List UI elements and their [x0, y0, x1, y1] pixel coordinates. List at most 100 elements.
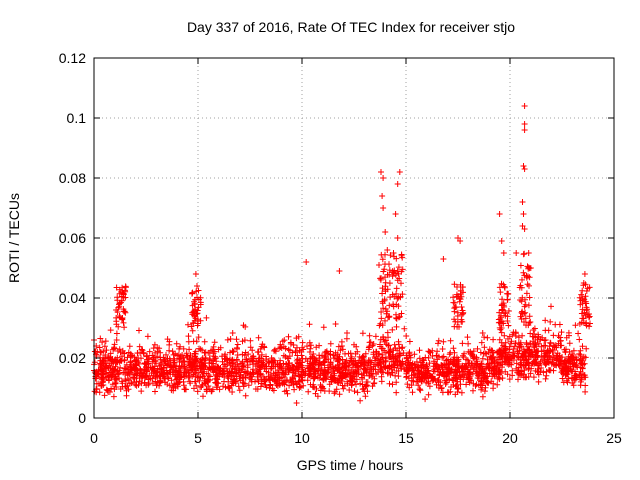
data-point: [396, 169, 403, 175]
data-point: [504, 318, 511, 324]
data-point: [192, 378, 199, 385]
data-point: [440, 373, 447, 380]
data-point: [96, 344, 103, 351]
data-point: [583, 345, 590, 352]
data-point: [190, 320, 196, 327]
data-point: [519, 310, 526, 317]
data-point: [192, 348, 199, 355]
data-point: [406, 338, 413, 345]
data-point: [365, 359, 372, 366]
data-point: [91, 348, 98, 355]
data-point: [393, 389, 400, 396]
data-point: [160, 369, 167, 376]
data-point: [126, 343, 133, 350]
data-point: [372, 355, 379, 362]
data-point: [525, 322, 532, 329]
data-point: [495, 319, 502, 326]
data-point: [530, 333, 537, 340]
data-point: [95, 380, 102, 387]
data-point: [353, 381, 359, 388]
data-point: [548, 303, 554, 310]
data-point: [349, 376, 356, 382]
data-point: [316, 365, 322, 372]
data-point: [540, 369, 547, 376]
data-point: [141, 379, 148, 386]
data-point: [564, 379, 571, 386]
data-point: [522, 309, 529, 316]
data-point: [114, 309, 121, 315]
data-point: [436, 371, 443, 378]
data-point: [543, 372, 550, 379]
data-point: [409, 366, 416, 373]
data-point: [185, 321, 191, 328]
data-point: [521, 127, 528, 133]
data-point: [370, 380, 377, 387]
data-point: [153, 382, 160, 389]
data-point: [194, 374, 201, 381]
data-point: [128, 380, 135, 386]
data-point: [306, 321, 313, 328]
data-point: [558, 329, 565, 336]
data-point: [353, 343, 360, 350]
data-point: [378, 251, 385, 258]
data-point: [524, 359, 531, 366]
data-point: [290, 342, 297, 348]
data-point: [435, 340, 441, 347]
data-point: [530, 327, 537, 333]
data-point: [518, 298, 525, 305]
data-point: [233, 336, 240, 343]
data-point: [241, 337, 248, 344]
data-point: [286, 382, 293, 389]
data-point: [462, 360, 469, 367]
data-point: [529, 351, 536, 358]
data-point: [377, 343, 384, 350]
data-point: [163, 370, 170, 377]
data-point: [470, 348, 477, 355]
data-point: [460, 289, 466, 296]
data-point: [118, 289, 124, 295]
data-point: [320, 376, 326, 383]
data-point: [477, 366, 484, 373]
data-point: [519, 276, 525, 283]
data-point: [286, 360, 293, 367]
data-point: [517, 262, 524, 269]
data-point: [519, 332, 526, 339]
data-point: [172, 372, 179, 378]
data-point: [257, 383, 264, 390]
data-point: [379, 193, 386, 199]
data-point: [280, 343, 287, 350]
data-point: [244, 370, 251, 377]
data-point: [403, 333, 410, 339]
data-point: [370, 363, 377, 370]
data-point: [332, 321, 339, 327]
data-point: [210, 343, 217, 350]
data-point: [580, 315, 587, 322]
data-point: [435, 337, 442, 344]
data-point: [219, 358, 226, 365]
data-point: [242, 392, 249, 399]
data-point: [232, 370, 238, 376]
data-point: [380, 305, 387, 312]
data-point: [151, 341, 158, 348]
data-point: [107, 327, 114, 334]
data-point: [525, 353, 532, 360]
data-point: [393, 290, 400, 297]
data-point: [510, 346, 517, 352]
data-point: [459, 340, 466, 347]
data-point: [404, 381, 411, 388]
data-point: [327, 340, 334, 347]
data-point: [235, 383, 242, 390]
data-point: [519, 199, 526, 205]
data-point: [457, 238, 464, 244]
data-point: [342, 359, 349, 366]
data-point: [208, 388, 215, 395]
data-point: [481, 334, 488, 341]
data-point: [354, 364, 361, 371]
data-point: [530, 374, 537, 381]
data-point: [469, 352, 476, 359]
data-point: [500, 302, 507, 309]
data-point: [334, 358, 341, 365]
data-point: [491, 363, 498, 370]
data-point: [115, 304, 122, 311]
data-point: [521, 121, 528, 127]
